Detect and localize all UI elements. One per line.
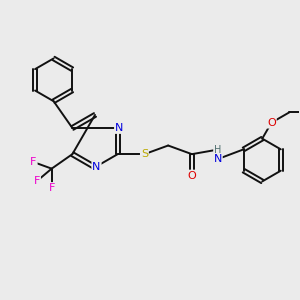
Text: S: S [141,149,148,159]
Text: F: F [30,157,37,167]
Text: N: N [115,123,123,133]
Text: H: H [214,145,221,154]
Text: O: O [188,171,196,181]
Text: N: N [214,154,222,164]
Text: N: N [92,162,101,172]
Text: F: F [49,183,55,193]
Text: O: O [267,118,276,128]
Text: F: F [34,176,40,186]
